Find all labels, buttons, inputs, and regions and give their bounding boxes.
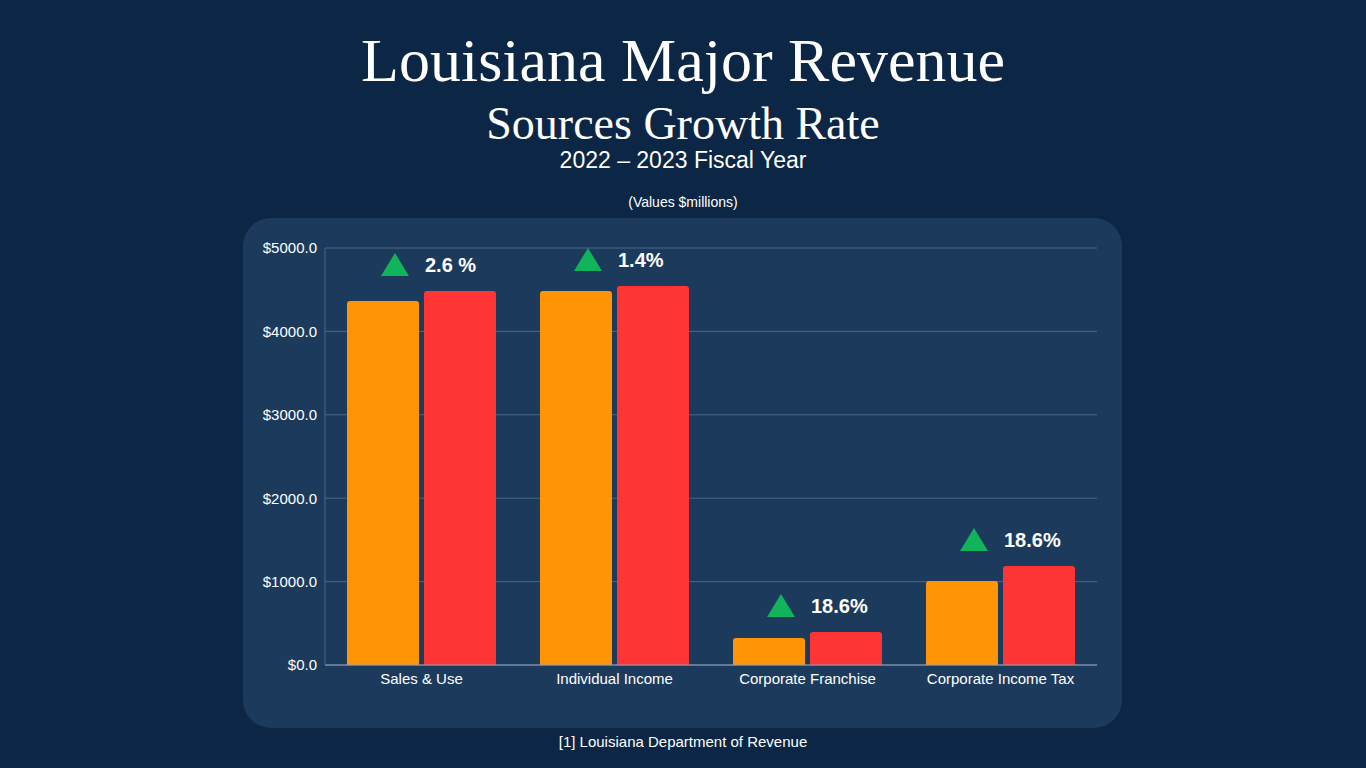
svg-text:Individual Income: Individual Income — [556, 670, 673, 687]
svg-text:Sales & Use: Sales & Use — [380, 670, 463, 687]
svg-text:$4000.0: $4000.0 — [263, 323, 317, 340]
html-text:[1] Louisiana Department of Re: [1] Louisiana Department of Revenue — [558, 733, 808, 750]
html-text:(Values $millions): (Values $millions) — [628, 194, 738, 210]
svg-text:Corporate Franchise: Corporate Franchise — [739, 670, 876, 687]
svg-text:$3000.0: $3000.0 — [263, 406, 317, 423]
svg-text:$2000.0: $2000.0 — [263, 490, 317, 507]
svg-text:18.6%: 18.6% — [1004, 529, 1061, 551]
html-text:Louisiana Major Revenue: Louisiana Major Revenue — [361, 26, 1005, 94]
svg-text:1.4%: 1.4% — [618, 249, 664, 271]
svg-text:$1000.0: $1000.0 — [263, 573, 317, 590]
svg-text:Corporate Income Tax: Corporate Income Tax — [927, 670, 1075, 687]
html-text:Sources Growth Rate: Sources Growth Rate — [486, 98, 880, 149]
html-text:2022 – 2023 Fiscal Year: 2022 – 2023 Fiscal Year — [559, 147, 807, 173]
svg-text:$0.0: $0.0 — [288, 656, 317, 673]
svg-text:$5000.0: $5000.0 — [263, 239, 317, 256]
svg-text:18.6%: 18.6% — [811, 595, 868, 617]
svg-text:2.6 %: 2.6 % — [425, 254, 476, 276]
